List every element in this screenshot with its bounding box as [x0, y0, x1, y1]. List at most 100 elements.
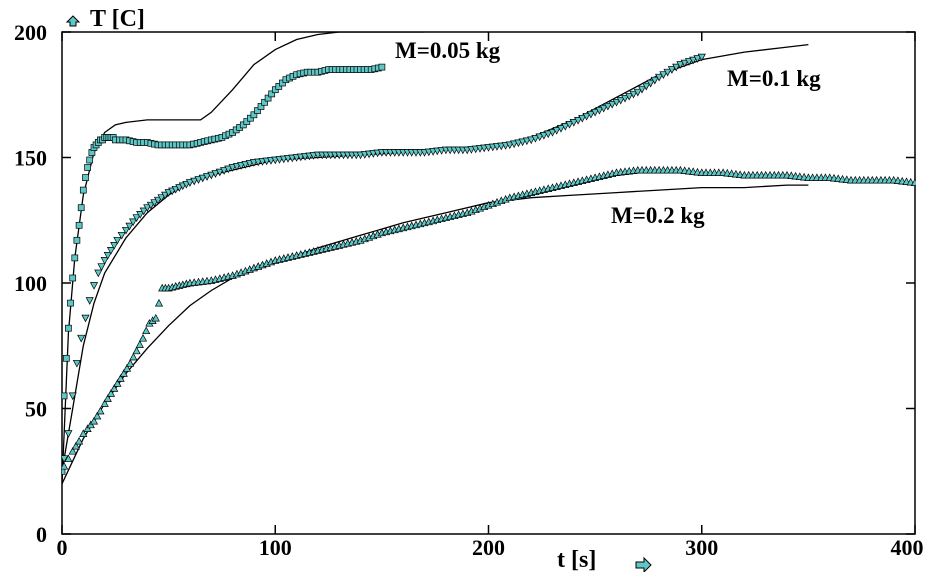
- x-axis-title: t [s]: [557, 547, 596, 572]
- data-point: [185, 179, 194, 187]
- data-point: [198, 174, 207, 183]
- arrow-right-icon: [635, 556, 652, 572]
- data-point: [637, 85, 647, 94]
- data-point: [62, 392, 68, 400]
- data-point: [616, 96, 625, 105]
- data-point: [603, 102, 612, 111]
- data-point: [531, 135, 540, 143]
- arrow-up-icon: [65, 15, 81, 27]
- data-point: [65, 324, 72, 332]
- model-curve-0: [62, 32, 425, 484]
- axis-ticks: [61, 31, 916, 535]
- data-point: [625, 92, 634, 101]
- data-point: [574, 117, 583, 125]
- data-point: [275, 83, 283, 90]
- data-point: [535, 133, 544, 142]
- data-point: [68, 392, 77, 401]
- y-tick-label-150: 150: [14, 146, 47, 171]
- x-tick-label-100: 100: [259, 535, 292, 560]
- measured-series-1: [62, 53, 706, 463]
- data-point: [93, 411, 102, 420]
- data-point: [97, 263, 106, 271]
- data-point: [629, 90, 638, 99]
- data-point: [69, 274, 77, 282]
- data-point: [659, 71, 668, 79]
- series-label-m02: M=0.2 kg: [611, 203, 705, 228]
- data-point: [84, 164, 91, 171]
- data-point: [261, 98, 268, 106]
- data-point: [684, 58, 694, 66]
- data-point: [599, 104, 608, 113]
- data-point: [73, 236, 81, 244]
- data-point: [117, 231, 126, 240]
- data-point: [68, 446, 77, 455]
- data-point: [77, 334, 86, 343]
- data-point: [125, 222, 134, 231]
- data-point: [100, 399, 109, 407]
- measured-series-0: [62, 63, 386, 475]
- data-point: [129, 218, 138, 227]
- x-tick-label-400: 400: [891, 535, 924, 560]
- model-curves: [62, 32, 809, 485]
- data-point: [689, 56, 698, 65]
- data-point: [655, 73, 664, 82]
- data-point: [556, 125, 566, 133]
- data-point: [539, 132, 548, 140]
- data-point: [544, 130, 553, 139]
- axis-tick-labels: 0 100 200 300 400 0 50 100 150 200: [14, 20, 924, 560]
- data-point: [220, 167, 229, 175]
- data-point: [110, 242, 119, 250]
- data-point: [106, 247, 116, 255]
- data-point: [378, 63, 386, 71]
- data-point: [150, 199, 159, 207]
- data-point: [254, 107, 261, 114]
- y-tick-label-50: 50: [25, 397, 47, 422]
- data-point: [211, 170, 220, 178]
- series-label-m01: M=0.1 kg: [727, 66, 821, 91]
- data-point: [268, 90, 276, 98]
- data-point: [64, 430, 73, 438]
- y-tick-label-100: 100: [14, 271, 47, 296]
- data-point: [586, 110, 595, 119]
- data-point: [250, 111, 258, 119]
- x-tick-label-200: 200: [472, 535, 505, 560]
- data-point: [591, 108, 600, 117]
- data-point: [136, 211, 145, 219]
- data-point: [561, 123, 570, 131]
- data-point: [697, 53, 706, 62]
- data-point: [116, 374, 125, 382]
- x-tick-label-300: 300: [685, 535, 718, 560]
- data-point: [62, 467, 66, 475]
- data-point: [527, 136, 536, 145]
- data-point: [132, 214, 141, 222]
- data-point: [552, 127, 561, 135]
- data-point: [122, 364, 132, 372]
- x-axis-title-group: t [s]: [557, 547, 652, 572]
- data-point: [75, 436, 84, 445]
- data-point: [910, 178, 916, 186]
- data-point: [518, 138, 527, 147]
- data-point: [83, 424, 92, 432]
- data-point: [67, 299, 74, 307]
- data-point: [75, 221, 83, 229]
- data-point: [129, 352, 138, 361]
- data-point: [126, 359, 135, 367]
- data-point: [565, 121, 574, 129]
- x-tick-label-0: 0: [57, 535, 68, 560]
- data-point: [62, 461, 69, 470]
- data-point: [72, 359, 81, 368]
- data-point: [138, 333, 148, 342]
- data-point: [505, 141, 514, 150]
- y-axis-title: T [C]: [90, 6, 145, 32]
- data-point: [207, 171, 216, 180]
- data-point: [151, 313, 160, 322]
- data-point: [113, 379, 122, 387]
- data-point: [680, 59, 689, 68]
- data-point: [86, 420, 95, 429]
- data-point: [142, 326, 151, 335]
- y-tick-label-0: 0: [36, 522, 47, 547]
- model-curve-2: [62, 184, 809, 485]
- data-point: [569, 119, 578, 127]
- data-point: [693, 55, 702, 63]
- data-point: [228, 164, 237, 172]
